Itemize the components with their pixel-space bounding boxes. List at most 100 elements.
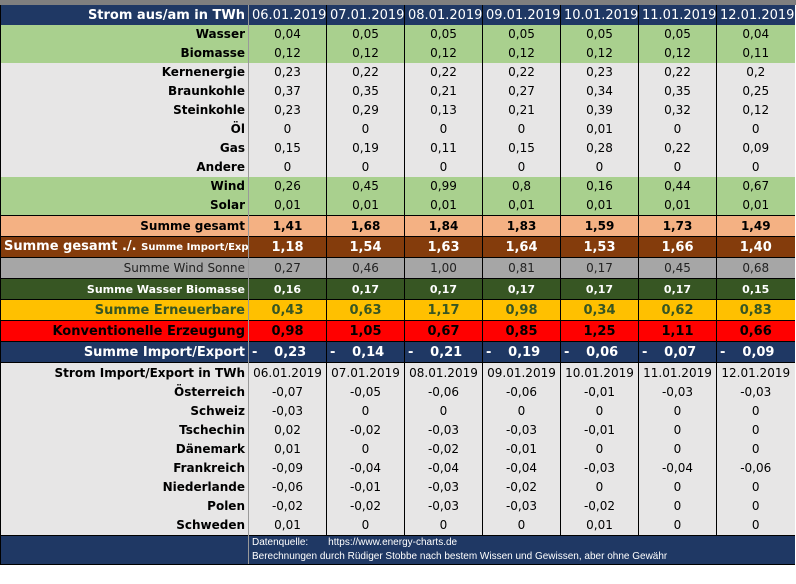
value-cell[interactable]: 0,15 [482, 139, 561, 158]
value-cell[interactable]: 0,01 [248, 196, 327, 216]
value-cell[interactable]: 0,67 [404, 320, 483, 342]
value-cell[interactable]: 0,98 [482, 299, 561, 321]
value-cell[interactable]: 0 [326, 120, 405, 139]
value-cell[interactable]: 0 [716, 402, 795, 421]
value-cell[interactable]: -0,02 [482, 478, 561, 497]
value-cell[interactable]: 0,43 [248, 299, 327, 321]
value-cell[interactable]: 1,73 [638, 215, 717, 237]
value-cell[interactable]: 0,32 [638, 101, 717, 120]
value-cell[interactable]: 0 [638, 516, 717, 536]
value-cell[interactable]: -0,21 [404, 341, 483, 363]
value-cell[interactable]: 0,17 [404, 278, 483, 300]
value-cell[interactable]: -0,03 [404, 497, 483, 516]
value-cell[interactable]: 0,68 [716, 257, 795, 279]
value-cell[interactable]: 0,35 [638, 82, 717, 101]
date-header[interactable]: 11.01.2019 [638, 362, 717, 383]
value-cell[interactable]: 0,34 [560, 82, 639, 101]
date-header[interactable]: 07.01.2019 [326, 362, 405, 383]
value-cell[interactable]: 0,12 [560, 44, 639, 63]
value-cell[interactable]: 0,13 [404, 101, 483, 120]
value-cell[interactable]: -0,03 [638, 383, 717, 402]
value-cell[interactable]: 0 [638, 421, 717, 440]
value-cell[interactable]: 0,05 [482, 25, 561, 44]
value-cell[interactable]: 0,45 [638, 257, 717, 279]
value-cell[interactable]: 0,12 [716, 101, 795, 120]
value-cell[interactable]: -0,03 [404, 421, 483, 440]
value-cell[interactable]: -0,04 [326, 459, 405, 478]
source-link[interactable]: https://www.energy-charts.de [328, 537, 458, 548]
date-header[interactable]: 06.01.2019 [248, 5, 327, 25]
value-cell[interactable]: 0 [248, 158, 327, 177]
value-cell[interactable]: -0,23 [248, 341, 327, 363]
value-cell[interactable]: -0,03 [716, 383, 795, 402]
value-cell[interactable]: -0,19 [482, 341, 561, 363]
value-cell[interactable]: 0 [326, 158, 405, 177]
value-cell[interactable]: 0,01 [560, 120, 639, 139]
value-cell[interactable]: 0,15 [248, 139, 327, 158]
value-cell[interactable]: -0,06 [248, 478, 327, 497]
value-cell[interactable]: -0,01 [560, 383, 639, 402]
date-header[interactable]: 10.01.2019 [560, 362, 639, 383]
date-header[interactable]: 09.01.2019 [482, 5, 561, 25]
value-cell[interactable]: -0,04 [638, 459, 717, 478]
value-cell[interactable]: 1,66 [638, 236, 717, 258]
value-cell[interactable]: 0,16 [560, 177, 639, 196]
value-cell[interactable]: 0 [716, 440, 795, 459]
value-cell[interactable]: 0 [716, 421, 795, 440]
value-cell[interactable]: -0,07 [248, 383, 327, 402]
value-cell[interactable]: 1,49 [716, 215, 795, 237]
value-cell[interactable]: 0 [716, 158, 795, 177]
value-cell[interactable]: 0,12 [326, 44, 405, 63]
value-cell[interactable]: 1,40 [716, 236, 795, 258]
value-cell[interactable]: 0 [716, 120, 795, 139]
value-cell[interactable]: 0 [638, 440, 717, 459]
value-cell[interactable]: 0,12 [248, 44, 327, 63]
value-cell[interactable]: 1,25 [560, 320, 639, 342]
value-cell[interactable]: 0,27 [482, 82, 561, 101]
value-cell[interactable]: 0,63 [326, 299, 405, 321]
value-cell[interactable]: 0,04 [716, 25, 795, 44]
value-cell[interactable]: -0,07 [638, 341, 717, 363]
value-cell[interactable]: -0,06 [560, 341, 639, 363]
value-cell[interactable]: 0,17 [326, 278, 405, 300]
value-cell[interactable]: -0,04 [482, 459, 561, 478]
value-cell[interactable]: 0 [560, 402, 639, 421]
value-cell[interactable]: 0,01 [326, 196, 405, 216]
value-cell[interactable]: -0,01 [482, 440, 561, 459]
value-cell[interactable]: -0,14 [326, 341, 405, 363]
value-cell[interactable]: 0,22 [638, 63, 717, 82]
value-cell[interactable]: 0,12 [404, 44, 483, 63]
date-header[interactable]: 07.01.2019 [326, 5, 405, 25]
value-cell[interactable]: 0,04 [248, 25, 327, 44]
value-cell[interactable]: 0,21 [404, 82, 483, 101]
value-cell[interactable]: 0,27 [248, 257, 327, 279]
value-cell[interactable]: -0,03 [560, 459, 639, 478]
value-cell[interactable]: 0,26 [248, 177, 327, 196]
value-cell[interactable]: 0 [326, 402, 405, 421]
value-cell[interactable]: 0,29 [326, 101, 405, 120]
date-header[interactable]: 08.01.2019 [404, 362, 483, 383]
value-cell[interactable]: 0,62 [638, 299, 717, 321]
value-cell[interactable]: 0,01 [716, 196, 795, 216]
value-cell[interactable]: 0,11 [716, 44, 795, 63]
value-cell[interactable]: 0,01 [404, 196, 483, 216]
value-cell[interactable]: 0,85 [482, 320, 561, 342]
value-cell[interactable]: 0,17 [560, 257, 639, 279]
value-cell[interactable]: 0,98 [248, 320, 327, 342]
value-cell[interactable]: 0,05 [638, 25, 717, 44]
value-cell[interactable]: 1,64 [482, 236, 561, 258]
value-cell[interactable]: 0,35 [326, 82, 405, 101]
value-cell[interactable]: 0,44 [638, 177, 717, 196]
value-cell[interactable]: -0,01 [560, 421, 639, 440]
value-cell[interactable]: 0 [248, 120, 327, 139]
value-cell[interactable]: 0 [482, 120, 561, 139]
value-cell[interactable]: 0 [638, 497, 717, 516]
value-cell[interactable]: -0,05 [326, 383, 405, 402]
value-cell[interactable]: 0 [482, 516, 561, 536]
value-cell[interactable]: 0 [560, 478, 639, 497]
value-cell[interactable]: 0,02 [248, 421, 327, 440]
value-cell[interactable]: 0,17 [482, 278, 561, 300]
value-cell[interactable]: 0,01 [638, 196, 717, 216]
value-cell[interactable]: -0,02 [248, 497, 327, 516]
value-cell[interactable]: 0 [638, 120, 717, 139]
